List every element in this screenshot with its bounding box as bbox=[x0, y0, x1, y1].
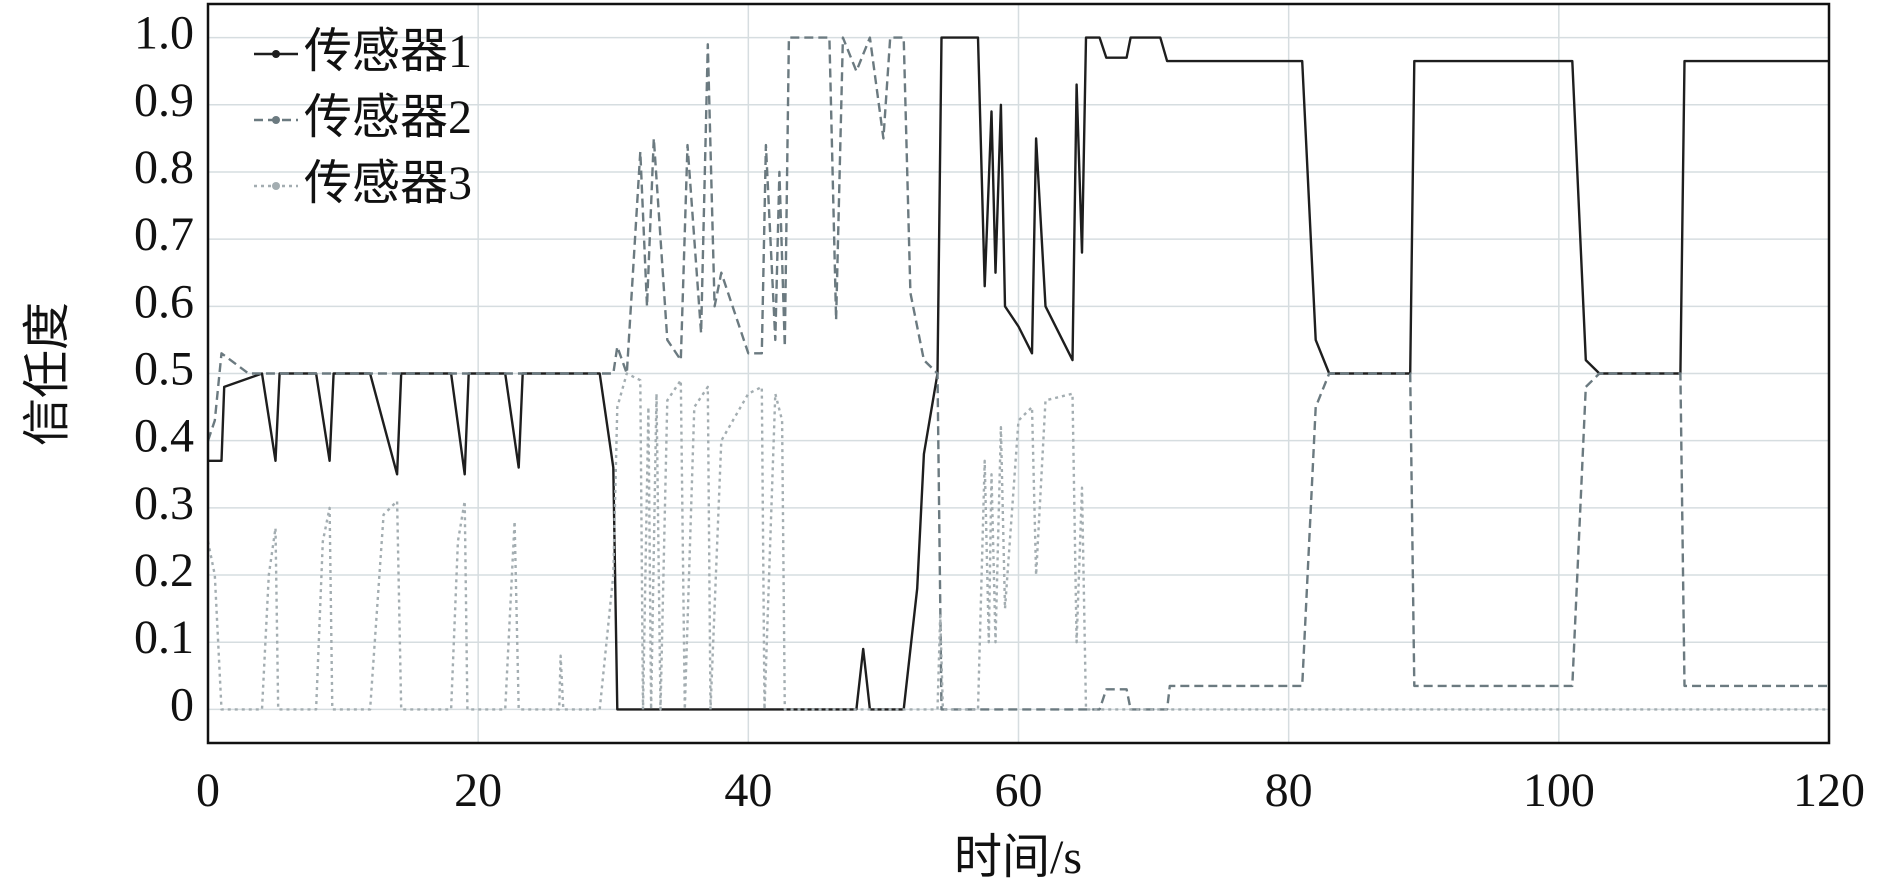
y-tick-label: 0.7 bbox=[134, 208, 194, 261]
y-tick-label: 0.8 bbox=[134, 141, 194, 194]
series-line bbox=[208, 36, 1829, 711]
x-tick-label: 40 bbox=[724, 764, 772, 817]
series-line bbox=[206, 372, 1829, 711]
x-tick-label: 20 bbox=[454, 764, 502, 817]
series-line bbox=[206, 36, 1829, 711]
x-tick-label: 100 bbox=[1523, 764, 1595, 817]
x-tick-label: 80 bbox=[1265, 764, 1313, 817]
y-tick-label: 0.5 bbox=[134, 343, 194, 396]
legend-label: 传感器2 bbox=[304, 91, 472, 144]
legend-marker bbox=[272, 50, 280, 58]
plot-frame bbox=[206, 2, 1831, 745]
y-tick-label: 0.4 bbox=[134, 410, 194, 463]
y-tick-label: 0 bbox=[170, 678, 194, 731]
y-tick-label: 0.3 bbox=[134, 477, 194, 530]
x-tick-label: 0 bbox=[196, 764, 220, 817]
x-tick-label: 60 bbox=[995, 764, 1043, 817]
y-tick-label: 0.2 bbox=[134, 544, 194, 597]
y-tick-label: 0.6 bbox=[134, 275, 194, 328]
y-tick-label: 0.9 bbox=[134, 74, 194, 127]
x-axis-label: 时间/s bbox=[954, 831, 1082, 884]
legend-marker bbox=[272, 116, 280, 124]
x-tick-label: 120 bbox=[1793, 764, 1865, 817]
legend-label: 传感器3 bbox=[304, 157, 472, 210]
legend-label: 传感器1 bbox=[304, 25, 472, 78]
y-axis-label: 信任度 bbox=[21, 302, 74, 446]
y-tick-label: 0.1 bbox=[134, 611, 194, 664]
y-tick-label: 1.0 bbox=[134, 7, 194, 60]
legend-marker bbox=[272, 182, 280, 190]
